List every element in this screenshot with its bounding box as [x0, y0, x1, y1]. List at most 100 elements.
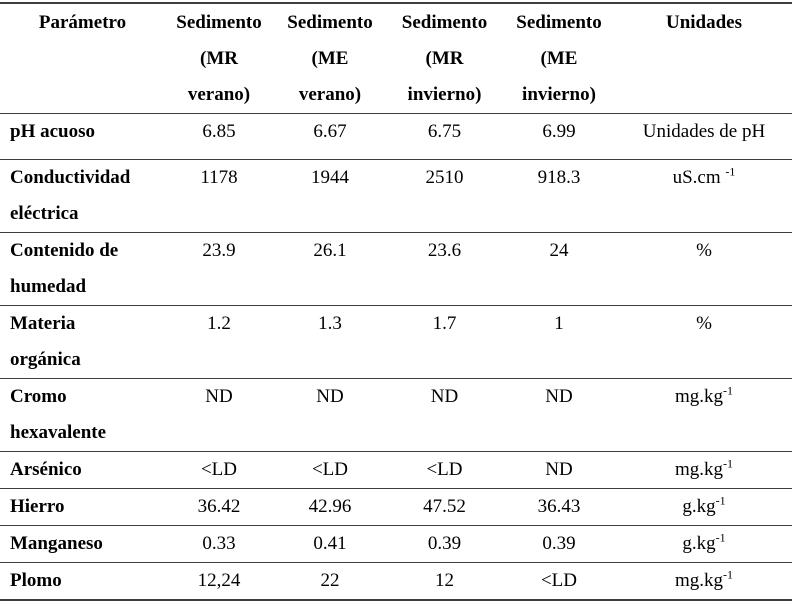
header-line: verano) — [187, 84, 251, 105]
parameter-line: Plomo — [10, 570, 62, 591]
value-cell: 12 — [387, 562, 502, 601]
unit-cell: mg.kg-1 — [616, 378, 792, 452]
value-cell: ND — [502, 451, 616, 489]
unit-text: mg.kg — [674, 459, 724, 480]
parameter-line: hexavalente — [10, 422, 107, 443]
unit-cell: mg.kg-1 — [616, 451, 792, 489]
column-header-sedimento-me-verano: Sedimento (ME verano) — [273, 3, 387, 114]
parameter-line: eléctrica — [10, 203, 79, 224]
column-header-unidades: Unidades — [616, 3, 792, 114]
parameter-line: humedad — [10, 276, 87, 297]
value-cell: 2510 — [387, 159, 502, 233]
parameter-cell: Conductividad eléctrica — [0, 159, 165, 233]
table-row-cromo-hexavalente: Cromo hexavalente ND ND ND ND mg.kg-1 — [0, 378, 792, 452]
header-line: Parámetro — [38, 12, 127, 33]
value-cell: 0.33 — [165, 525, 273, 563]
table-row-conductividad-electrica: Conductividad eléctrica 1178 1944 2510 918.3 u… — [0, 159, 792, 233]
header-line: invierno) — [522, 84, 596, 105]
unit-text: Unidades de pH — [642, 121, 766, 142]
parameter-line: orgánica — [10, 349, 81, 370]
parameter-cell: Arsénico — [0, 451, 165, 489]
header-line: (ME — [540, 48, 578, 69]
unit-cell: g.kg-1 — [616, 525, 792, 563]
value-cell: <LD — [165, 451, 273, 489]
table-row-contenido-de-humedad: Contenido de humedad 23.9 26.1 23.6 24% — [0, 232, 792, 306]
header-line: (MR — [425, 48, 464, 69]
value-cell: 36.42 — [165, 488, 273, 526]
table-row-materia-organica: Materia orgánica 1.2 1.3 1.7 1% — [0, 305, 792, 379]
parameter-line: Arsénico — [10, 459, 82, 480]
header-line: verano) — [298, 84, 362, 105]
parameter-cell: Contenido de humedad — [0, 232, 165, 306]
unit-cell: % — [616, 232, 792, 306]
value-cell: 24 — [502, 232, 616, 306]
value-cell: 23.9 — [165, 232, 273, 306]
parameter-cell: pH acuoso — [0, 113, 165, 160]
column-header-sedimento-mr-verano: Sedimento (MR verano) — [165, 3, 273, 114]
unit-cell: mg.kg-1 — [616, 562, 792, 601]
unit-cell: uS.cm -1 — [616, 159, 792, 233]
unit-cell: Unidades de pH — [616, 113, 792, 160]
value-cell: 1944 — [273, 159, 387, 233]
header-line: Sedimento — [287, 12, 373, 33]
value-cell: 1 — [502, 305, 616, 379]
header-line: Sedimento — [401, 12, 488, 33]
value-cell: 36.43 — [502, 488, 616, 526]
value-cell: 0.41 — [273, 525, 387, 563]
parameter-cell: Materia orgánica — [0, 305, 165, 379]
header-row: Parámetro Sedimento (MR verano) Sedimento (ME… — [0, 3, 792, 114]
table-row-hierro: Hierro 36.42 42.96 47.52 36.43 g.kg-1 — [0, 488, 792, 526]
value-cell: 0.39 — [387, 525, 502, 563]
value-cell: ND — [502, 378, 616, 452]
parameter-line: pH acuoso — [10, 121, 95, 142]
parameter-line: Conductividad — [10, 167, 131, 188]
value-cell: 22 — [273, 562, 387, 601]
header-line: (ME — [311, 48, 349, 69]
value-cell: 1.2 — [165, 305, 273, 379]
parameter-cell: Plomo — [0, 562, 165, 601]
parameter-line: Materia — [10, 313, 76, 334]
header-line: Sedimento — [516, 12, 602, 33]
header-line: (MR — [200, 48, 238, 69]
parameter-line: Hierro — [10, 496, 65, 517]
value-cell: 1.7 — [387, 305, 502, 379]
header-line: Sedimento — [176, 12, 262, 33]
unit-superscript: -1 — [723, 567, 734, 582]
parameter-cell: Cromo hexavalente — [0, 378, 165, 452]
value-cell: 1178 — [165, 159, 273, 233]
value-cell: 42.96 — [273, 488, 387, 526]
unit-text: g.kg — [682, 533, 716, 554]
column-header-parametro: Parámetro — [0, 3, 165, 114]
column-header-sedimento-me-invierno: Sedimento (ME invierno) — [502, 3, 616, 114]
unit-superscript: -1 — [725, 164, 736, 179]
unit-superscript: -1 — [723, 383, 734, 398]
unit-text: % — [696, 240, 712, 261]
unit-superscript: -1 — [715, 530, 726, 545]
value-cell: 12,24 — [165, 562, 273, 601]
value-cell: <LD — [273, 451, 387, 489]
value-cell: <LD — [387, 451, 502, 489]
parameter-cell: Hierro — [0, 488, 165, 526]
parameter-line: Cromo — [10, 386, 67, 407]
value-cell: 6.67 — [273, 113, 387, 160]
unit-cell: % — [616, 305, 792, 379]
parameter-line: Manganeso — [10, 533, 103, 554]
value-cell: ND — [387, 378, 502, 452]
value-cell: 1.3 — [273, 305, 387, 379]
header-line: invierno) — [407, 84, 482, 105]
value-cell: 6.85 — [165, 113, 273, 160]
table-row-manganeso: Manganeso 0.33 0.41 0.39 0.39 g.kg-1 — [0, 525, 792, 563]
unit-text: % — [696, 313, 712, 334]
value-cell: 47.52 — [387, 488, 502, 526]
value-cell: 918.3 — [502, 159, 616, 233]
table-row-ph-acuoso: pH acuoso 6.85 6.67 6.75 6.99 Unidades de pH — [0, 113, 792, 160]
table-row-plomo: Plomo 12,24 22 12 <LD mg.kg-1 — [0, 562, 792, 601]
parameter-line: Contenido de — [10, 240, 119, 261]
unit-text: g.kg — [682, 496, 716, 517]
unit-cell: g.kg-1 — [616, 488, 792, 526]
value-cell: ND — [165, 378, 273, 452]
value-cell: <LD — [502, 562, 616, 601]
parameter-cell: Manganeso — [0, 525, 165, 563]
column-header-sedimento-mr-invierno: Sedimento (MR invierno) — [387, 3, 502, 114]
